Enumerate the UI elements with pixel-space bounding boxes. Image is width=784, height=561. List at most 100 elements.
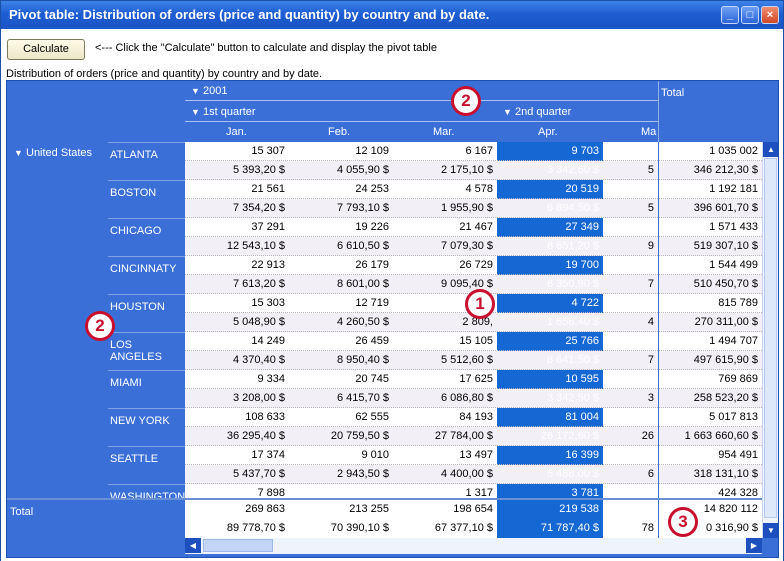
city-label[interactable]: SEATTLE xyxy=(108,446,185,484)
total-cell[interactable]: 769 869 xyxy=(659,370,762,389)
total-row-cell[interactable]: 89 778,70 $ xyxy=(226,522,285,534)
table-cell[interactable]: 5 048,90 $ xyxy=(233,316,285,328)
table-cell[interactable]: 5 512,60 $ xyxy=(441,354,493,366)
table-cell[interactable]: 12 109 xyxy=(355,145,389,157)
table-cell[interactable]: 5 xyxy=(647,202,654,214)
table-cell[interactable]: 5 488,00 $ xyxy=(547,468,599,480)
total-row-cell[interactable]: 269 863 xyxy=(245,503,285,515)
table-cell[interactable]: 14 249 xyxy=(251,335,285,347)
city-label[interactable]: MIAMI xyxy=(108,370,185,408)
table-cell[interactable]: 6 350,90 $ xyxy=(547,278,599,290)
table-cell[interactable]: 2 943,50 $ xyxy=(337,468,389,480)
table-cell[interactable]: 6 xyxy=(647,468,654,480)
total-cell[interactable]: 1 544 499 xyxy=(659,256,762,275)
table-cell[interactable] xyxy=(603,446,658,465)
table-cell[interactable]: 21 467 xyxy=(459,221,493,233)
table-cell[interactable]: 10 595 xyxy=(565,373,599,385)
table-cell[interactable]: 2 809, xyxy=(462,316,493,328)
maximize-button[interactable]: □ xyxy=(741,6,759,24)
table-cell[interactable]: 20 745 xyxy=(355,373,389,385)
table-cell[interactable] xyxy=(603,484,658,498)
city-label[interactable]: CINCINNATY xyxy=(108,256,185,294)
table-cell[interactable]: 3 xyxy=(647,392,654,404)
table-cell[interactable]: 12 543,10 $ xyxy=(226,240,285,252)
table-cell[interactable]: 25 766 xyxy=(565,335,599,347)
total-row-cell[interactable]: 70 390,10 $ xyxy=(330,522,389,534)
horizontal-scroll-thumb[interactable] xyxy=(203,539,273,552)
table-cell[interactable]: 2 175,10 $ xyxy=(441,164,493,176)
table-cell[interactable]: 8 950,40 $ xyxy=(337,354,389,366)
table-cell[interactable]: 27 784,00 $ xyxy=(434,430,493,442)
table-cell[interactable]: 26 459 xyxy=(355,335,389,347)
table-cell[interactable]: 9 xyxy=(647,240,654,252)
table-cell[interactable]: 8 641,50 $ xyxy=(547,354,599,366)
quarter-2-header[interactable]: ▼ 2nd quarter xyxy=(503,106,572,118)
table-cell[interactable]: 26 172,60 $ xyxy=(540,430,599,442)
city-label[interactable]: WASHINGTON xyxy=(108,484,185,498)
country-header[interactable]: ▼ United States xyxy=(14,147,93,159)
table-cell[interactable] xyxy=(603,332,658,351)
table-cell[interactable]: 5 393,20 $ xyxy=(233,164,285,176)
table-cell[interactable] xyxy=(603,218,658,237)
total-cell[interactable]: 954 491 xyxy=(659,446,762,465)
table-cell[interactable]: 37 291 xyxy=(251,221,285,233)
vertical-scrollbar[interactable]: ▲ ▼ xyxy=(762,142,778,538)
total-cell[interactable]: 258 523,20 $ xyxy=(659,389,762,408)
table-cell[interactable]: 7 354,20 $ xyxy=(233,202,285,214)
table-cell[interactable]: 19 700 xyxy=(565,259,599,271)
table-cell[interactable]: 9 334 xyxy=(257,373,285,385)
total-cell[interactable]: 497 615,90 $ xyxy=(659,351,762,370)
table-cell[interactable]: 6 167 xyxy=(465,145,493,157)
table-cell[interactable] xyxy=(289,484,393,498)
table-cell[interactable]: 15 307 xyxy=(251,145,285,157)
table-cell[interactable]: 84 193 xyxy=(459,411,493,423)
table-cell[interactable]: 1 955,90 $ xyxy=(441,202,493,214)
table-cell[interactable]: 12 719 xyxy=(355,297,389,309)
total-cell[interactable]: 270 311,00 $ xyxy=(659,313,762,332)
table-cell[interactable]: 1 656,40 $ xyxy=(547,316,599,328)
city-label[interactable]: LOS ANGELES xyxy=(108,332,185,370)
total-row-cell[interactable]: 71 787,40 $ xyxy=(540,522,599,534)
table-cell[interactable]: 15 303 xyxy=(251,297,285,309)
total-cell[interactable]: 1 494 707 xyxy=(659,332,762,351)
table-cell[interactable]: 4 xyxy=(647,316,654,328)
scroll-up-icon[interactable]: ▲ xyxy=(763,142,778,157)
table-cell[interactable]: 62 555 xyxy=(355,411,389,423)
table-cell[interactable]: 5 437,70 $ xyxy=(233,468,285,480)
city-label[interactable]: HOUSTON xyxy=(108,294,185,332)
chevron-down-icon[interactable]: ▼ xyxy=(503,107,512,117)
year-header[interactable]: ▼ 2001 xyxy=(191,85,228,97)
total-cell[interactable]: 396 601,70 $ xyxy=(659,199,762,218)
total-cell[interactable]: 1 571 433 xyxy=(659,218,762,237)
horizontal-scrollbar[interactable]: ◀ ▶ xyxy=(185,538,762,554)
table-cell[interactable]: 17 625 xyxy=(459,373,493,385)
table-cell[interactable]: 9 010 xyxy=(361,449,389,461)
table-cell[interactable]: 9 095,40 $ xyxy=(441,278,493,290)
total-cell[interactable]: 1 192 181 xyxy=(659,180,762,199)
table-cell[interactable]: 3 781 xyxy=(571,487,599,498)
total-cell[interactable]: 1 663 660,60 $ xyxy=(659,427,762,446)
table-cell[interactable]: 3 208,00 $ xyxy=(233,392,285,404)
table-cell[interactable]: 4 722 xyxy=(571,297,599,309)
scroll-down-icon[interactable]: ▼ xyxy=(763,523,778,538)
table-cell[interactable]: 26 729 xyxy=(459,259,493,271)
table-cell[interactable]: 1 317 xyxy=(465,487,493,498)
table-cell[interactable]: 16 399 xyxy=(565,449,599,461)
table-cell[interactable]: 24 253 xyxy=(355,183,389,195)
table-cell[interactable]: 81 004 xyxy=(565,411,599,423)
close-button[interactable]: × xyxy=(761,6,779,24)
table-cell[interactable] xyxy=(603,256,658,275)
table-cell[interactable]: 36 295,40 $ xyxy=(226,430,285,442)
table-cell[interactable]: 22 913 xyxy=(251,259,285,271)
city-label[interactable]: CHICAGO xyxy=(108,218,185,256)
table-cell[interactable]: 20 519 xyxy=(565,183,599,195)
total-row-cell[interactable]: 78 xyxy=(641,522,654,534)
chevron-down-icon[interactable]: ▼ xyxy=(191,86,200,96)
total-row-cell[interactable]: 67 377,10 $ xyxy=(434,522,493,534)
table-cell[interactable] xyxy=(603,180,658,199)
table-cell[interactable]: 26 179 xyxy=(355,259,389,271)
total-row-cell[interactable]: 198 654 xyxy=(453,503,493,515)
table-cell[interactable]: 19 226 xyxy=(355,221,389,233)
total-cell[interactable]: 424 328 xyxy=(659,484,762,498)
grand-total-cell[interactable]: 0 316,90 $ xyxy=(706,522,758,534)
